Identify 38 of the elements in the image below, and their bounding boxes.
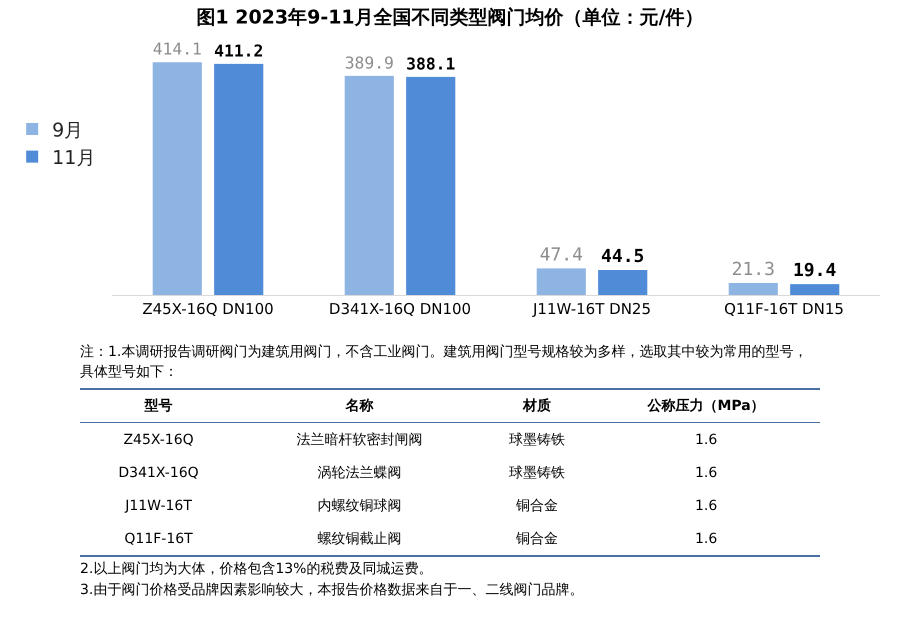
text: 球墨铸铁 [508,430,566,450]
legend-label: 9月 [52,119,84,142]
text: 名称 [237,389,482,422]
text: 内螺纹铜球阀 [316,496,402,516]
text: 1.6 [694,430,718,450]
text: 材质 [482,389,592,422]
data-label: 411.2 [214,41,264,60]
x-tick-label: Z45X-16Q DN100 [142,300,274,318]
x-tick-label: J11W-16T DN25 [532,300,652,318]
text: 螺纹铜截止阀 [316,530,402,548]
x-tick-label: D341X-16Q DN100 [328,300,472,318]
chart-title: 图1 2023年9-11月全国不同类型阀门均价（单位：元/件） [196,6,704,28]
text: 2.以上阀门均为大体，价格包含13%的税费及同城运费。 [80,560,434,579]
text: 球墨铸铁 [508,464,566,482]
text: J11W-16T [124,496,193,516]
text: Z45X-16Q [122,430,195,450]
text: 1.6 [694,530,718,548]
text: 铜合金 [514,530,559,548]
data-label: 389.9 [344,53,394,72]
text: 1.6 [694,464,718,482]
text: 铜合金 [514,496,559,516]
data-label: 44.5 [601,246,644,267]
text: 型号 [80,389,238,422]
data-label: 388.1 [406,54,456,74]
data-label: 19.4 [792,260,836,282]
x-tick-label: Q11F-16T DN15 [724,300,844,318]
legend-label: 11月 [52,147,96,170]
text: Q11F-16T [123,530,194,548]
text: D341X-16Q [117,464,200,482]
text: 3.由于阀门价格受品牌因素影响较大，本报告价格数据来自于一、二线阀门品牌。 [80,581,584,600]
text: 注：1.本调研报告调研阀门为建筑用阀门，不含工业阀门。建筑用阀门型号规格较为多样，选取其中较为常用的型号，具体型号如下： [80,343,808,382]
data-label: 21.3 [732,259,775,280]
data-label: 414.1 [152,40,202,59]
data-label: 47.4 [540,244,583,266]
text: 公称压力（MPa） [592,389,820,422]
text: 涡轮法兰蝶阀 [316,464,402,482]
text: 法兰暗杆软密封闸阀 [295,430,424,450]
text: 1.6 [694,496,718,516]
